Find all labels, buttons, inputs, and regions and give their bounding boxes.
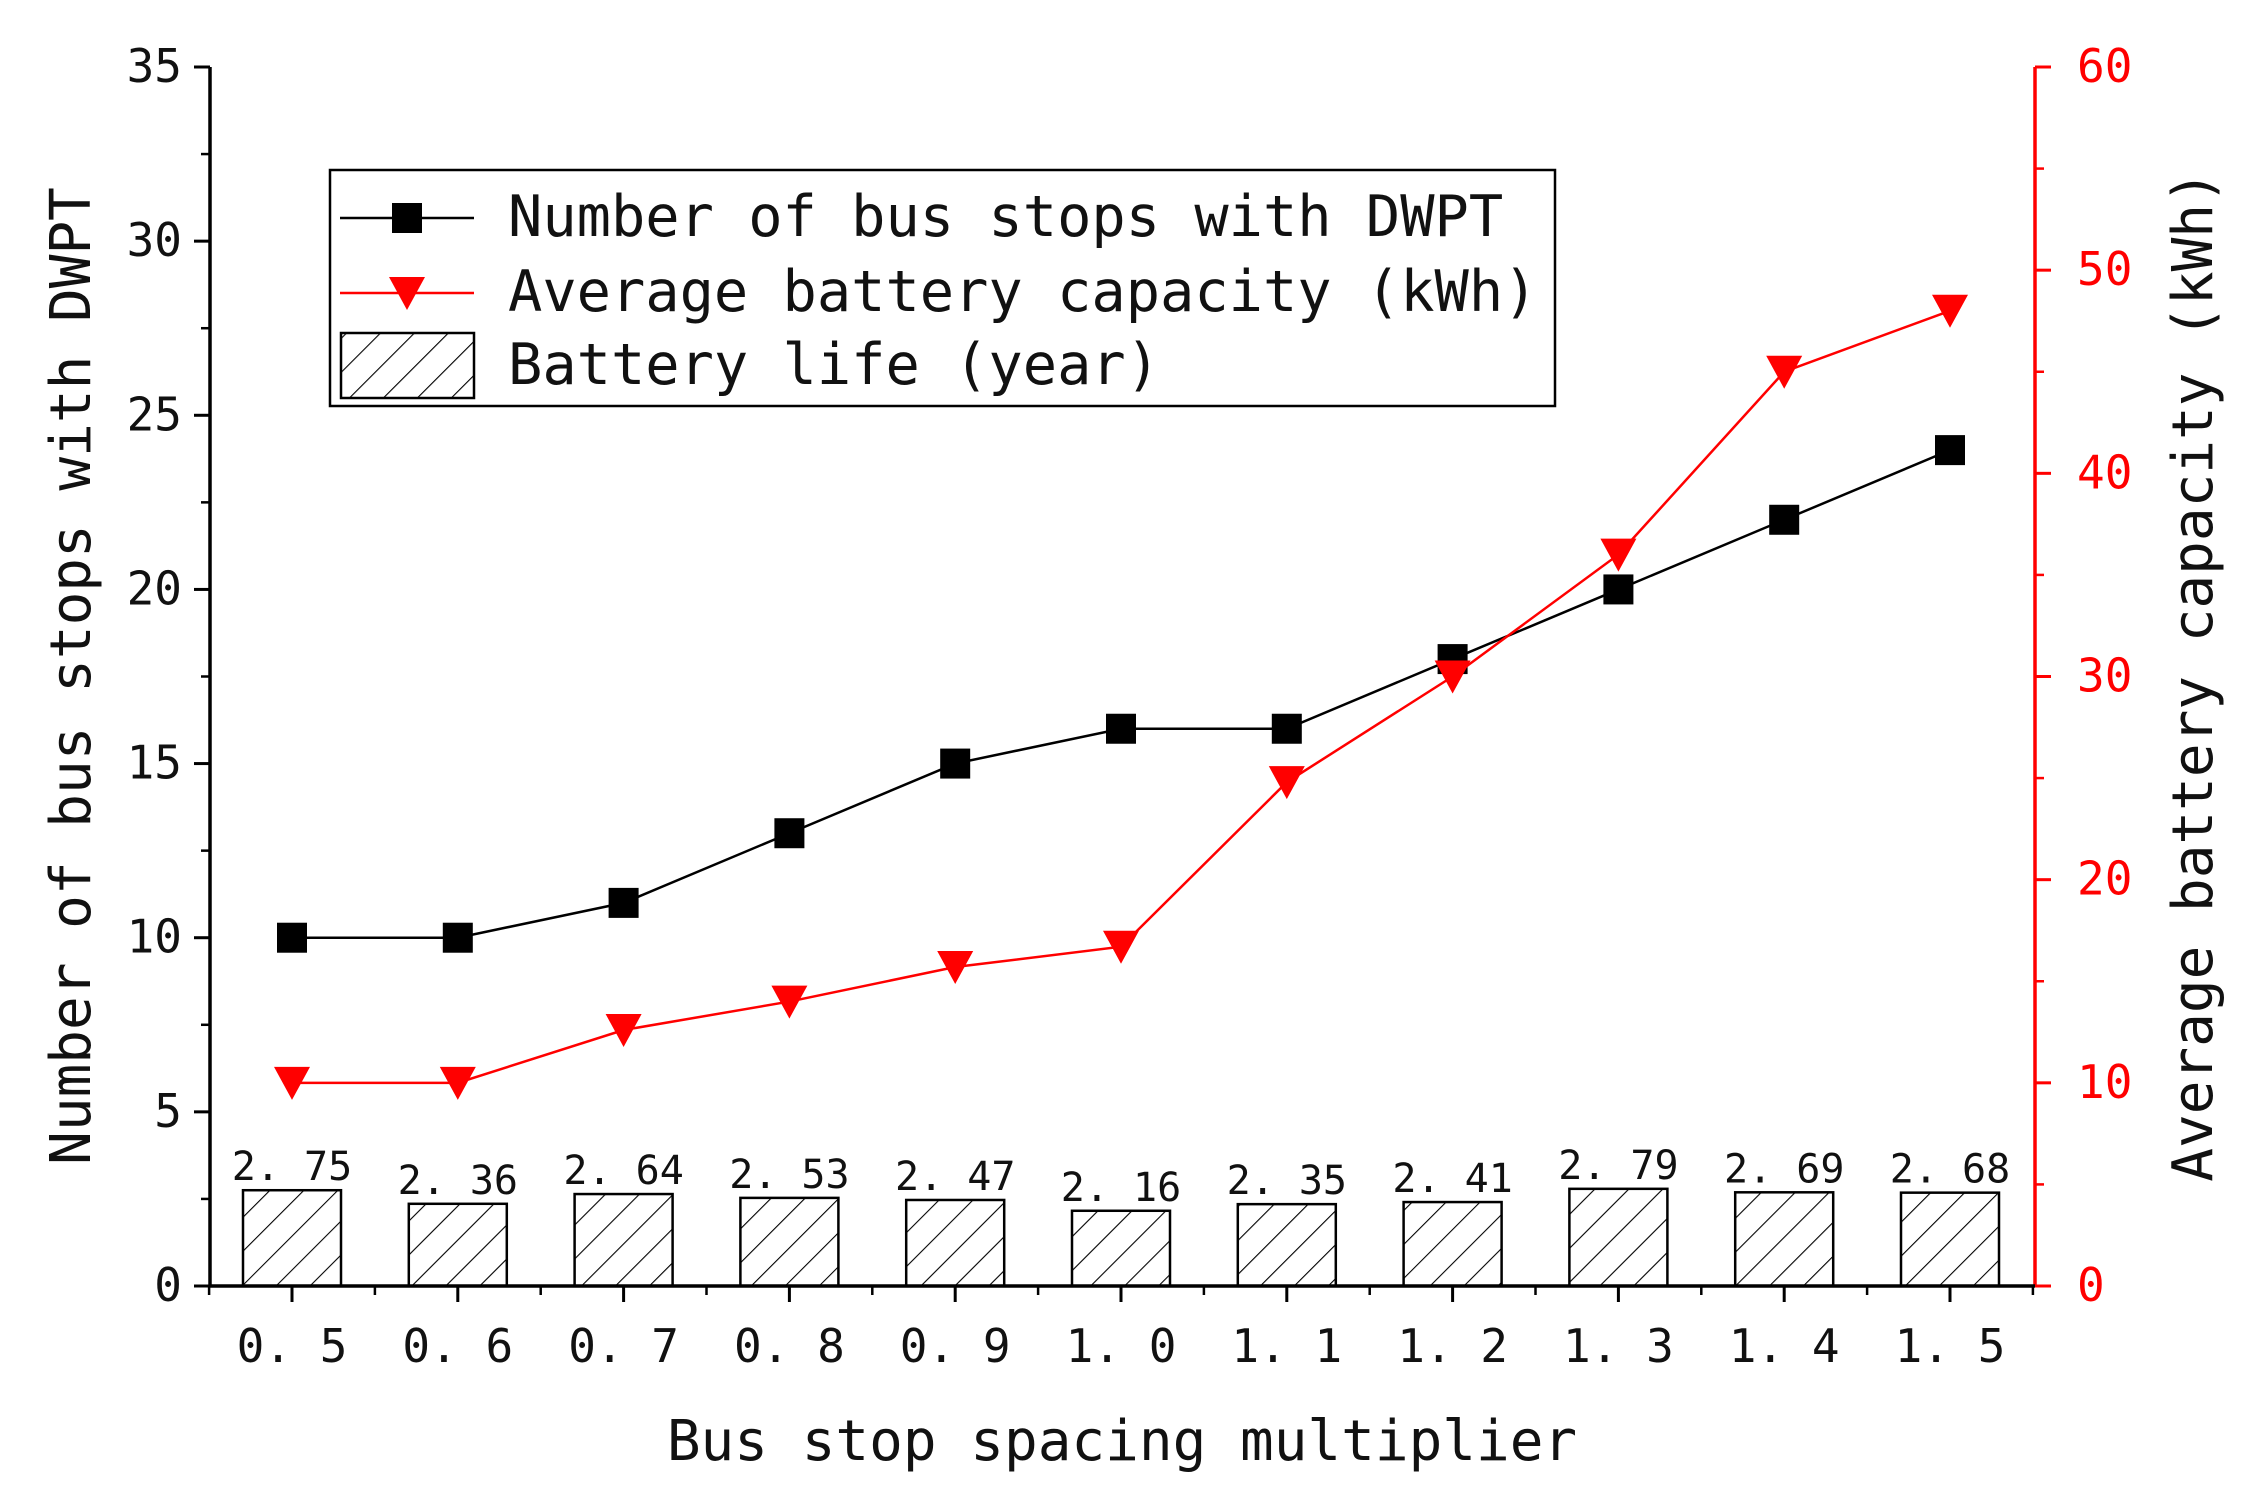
legend-entry: Number of bus stops with DWPT — [508, 184, 1503, 250]
data-point-square — [1603, 574, 1634, 605]
bar — [904, 1198, 1006, 1288]
data-point-triangle — [1766, 355, 1803, 389]
data-point-square — [442, 922, 473, 953]
bar-value-label: 2. 68 — [1890, 1147, 2010, 1193]
bar — [1568, 1187, 1669, 1288]
x-tick-label: 0. 9 — [900, 1319, 1011, 1373]
y-tick-label: 20 — [127, 561, 182, 615]
y-axis-title: Number of bus stops with DWPT — [39, 187, 104, 1165]
data-point-square — [774, 818, 805, 849]
bar-value-label: 2. 75 — [232, 1144, 352, 1190]
data-point-triangle — [937, 951, 974, 985]
x-tick-label: 1. 3 — [1563, 1319, 1674, 1373]
y-tick-label: 35 — [127, 39, 182, 93]
data-point-square — [277, 922, 307, 953]
legend-marker-square — [392, 203, 422, 233]
bar — [1899, 1191, 2001, 1288]
legend-marker-triangle — [389, 277, 425, 310]
x-tick-label: 1. 5 — [1895, 1319, 2006, 1373]
series-line — [292, 448, 1951, 939]
bar — [407, 1202, 509, 1288]
y2-tick-label: 60 — [2077, 39, 2132, 93]
data-point-square — [608, 887, 639, 918]
bar — [573, 1192, 674, 1288]
bar-value-label: 2. 64 — [563, 1148, 683, 1194]
bar — [739, 1196, 840, 1288]
bar-value-label: 2. 35 — [1227, 1158, 1347, 1204]
bar-value-label: 2. 47 — [895, 1154, 1015, 1200]
data-point-triangle — [274, 1066, 310, 1100]
data-point-triangle — [771, 985, 808, 1019]
y-tick-label: 30 — [127, 213, 182, 267]
data-point-square — [1106, 713, 1136, 744]
data-point-square — [1769, 504, 1800, 535]
x-tick-label: 0. 7 — [568, 1319, 679, 1373]
bar — [1733, 1191, 1835, 1288]
y2-tick-label: 40 — [2077, 445, 2132, 499]
x-tick-label: 1. 2 — [1397, 1319, 1508, 1373]
y2-axis-title: Average battery capacity (kWh) — [2161, 170, 2226, 1181]
x-tick-label: 0. 8 — [734, 1319, 845, 1373]
x-axis-title: Bus stop spacing multiplier — [667, 1409, 1577, 1474]
bar-value-label: 2. 16 — [1061, 1165, 1181, 1211]
y2-tick-label: 20 — [2077, 852, 2132, 906]
y2-tick-label: 50 — [2077, 242, 2132, 296]
x-tick-label: 0. 5 — [237, 1319, 348, 1373]
x-tick-label: 1. 1 — [1231, 1319, 1342, 1373]
y2-tick-label: 10 — [2077, 1055, 2132, 1109]
x-tick-label: 1. 4 — [1729, 1319, 1840, 1373]
legend-box — [328, 168, 1557, 408]
bar — [1236, 1202, 1338, 1288]
data-point-triangle — [1268, 766, 1305, 800]
data-point-triangle — [1103, 930, 1139, 964]
y-tick-label: 5 — [154, 1084, 182, 1138]
bar — [1070, 1209, 1172, 1288]
legend-entry: Average battery capacity (kWh) — [508, 259, 1538, 325]
bar-value-label: 2. 79 — [1558, 1143, 1678, 1189]
legend-marker-hatched — [339, 331, 476, 400]
x-tick-label: 1. 0 — [1066, 1319, 1177, 1373]
data-point-triangle — [1600, 538, 1637, 572]
data-point-triangle — [1932, 294, 1968, 328]
data-point-triangle — [605, 1014, 642, 1048]
bar-value-label: 2. 41 — [1392, 1156, 1512, 1202]
data-point-square — [1271, 713, 1302, 744]
bar-value-label: 2. 53 — [729, 1152, 849, 1198]
x-tick-label: 0. 6 — [402, 1319, 513, 1373]
data-point-square — [1935, 435, 1965, 466]
bar — [241, 1188, 343, 1288]
data-point-triangle — [439, 1066, 476, 1100]
series-line — [292, 309, 1951, 1085]
y2-tick-label: 30 — [2077, 649, 2132, 703]
bar-value-label: 2. 69 — [1724, 1146, 1844, 1192]
bar — [1402, 1200, 1503, 1288]
y-tick-label: 10 — [127, 910, 182, 964]
y-tick-label: 15 — [127, 736, 182, 790]
y-tick-label: 25 — [127, 387, 182, 441]
y2-tick-label: 0 — [2077, 1258, 2105, 1312]
bar-value-label: 2. 36 — [398, 1158, 518, 1204]
data-point-triangle — [1434, 660, 1471, 694]
legend-entry: Battery life (year) — [508, 332, 1160, 398]
data-point-square — [940, 748, 971, 779]
y-tick-label: 0 — [154, 1258, 182, 1312]
